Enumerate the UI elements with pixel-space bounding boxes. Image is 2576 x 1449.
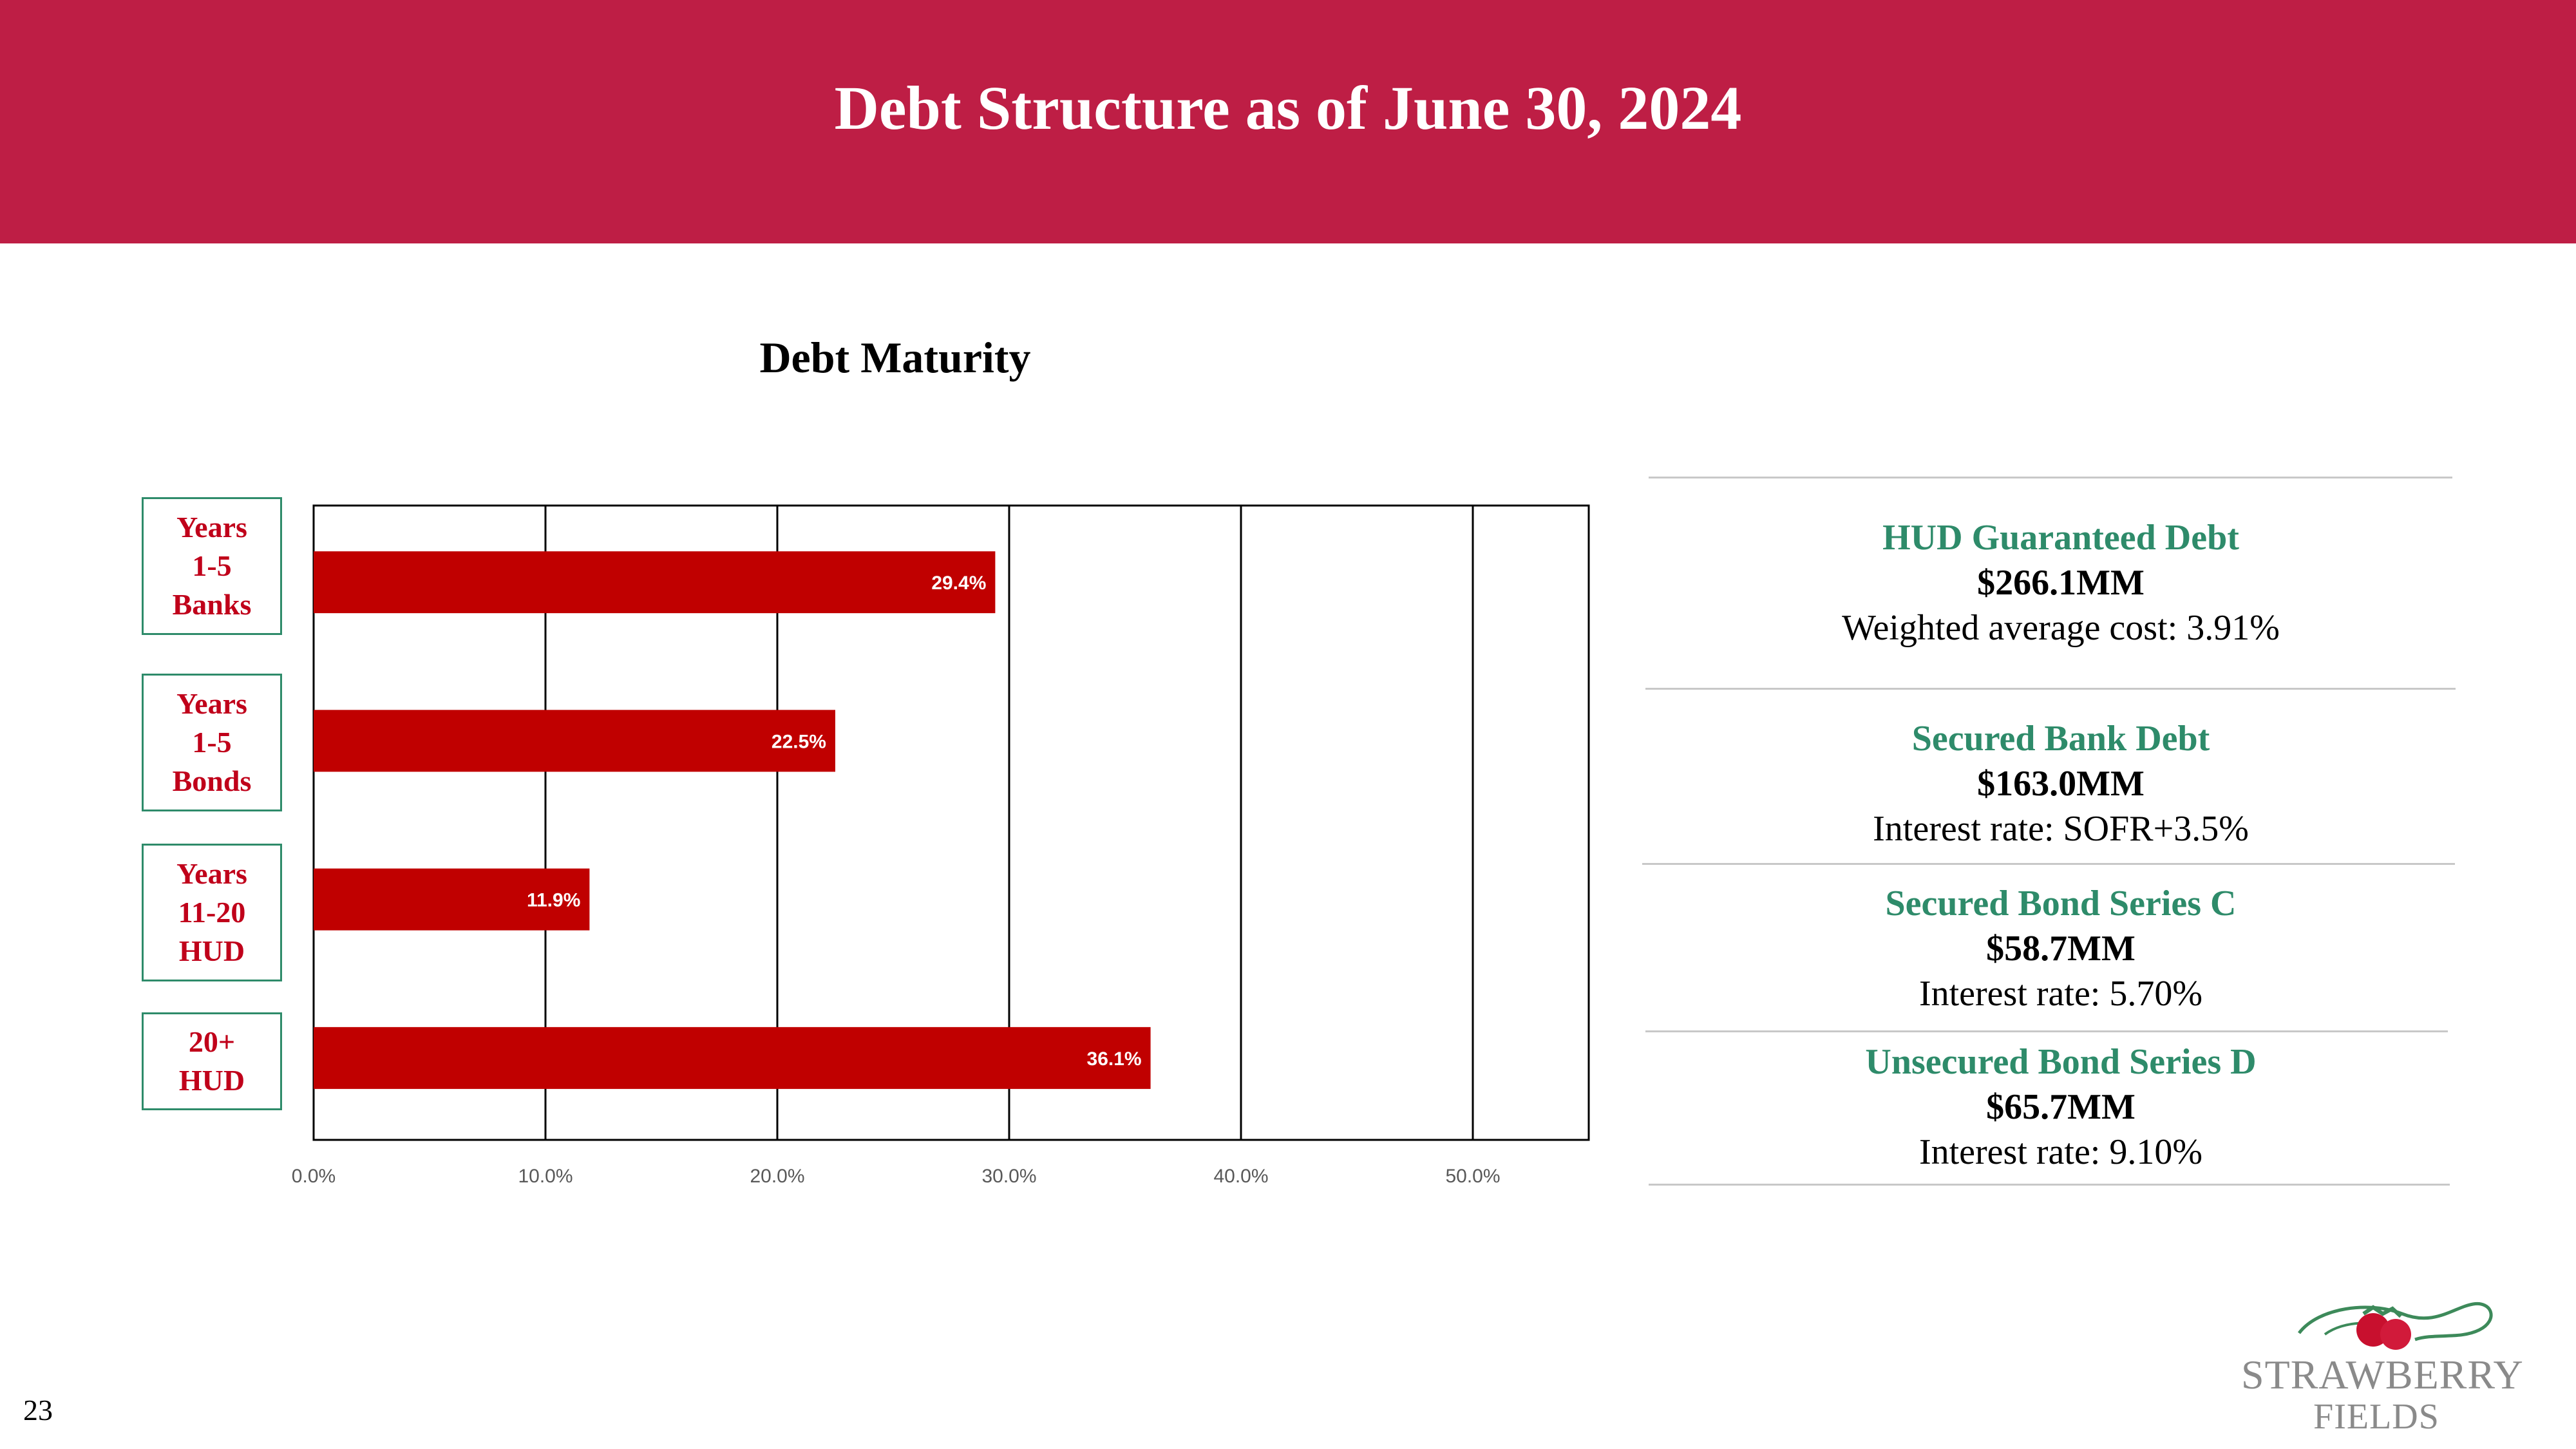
separator xyxy=(1649,1184,2450,1186)
page-title: Debt Structure as of June 30, 2024 xyxy=(834,73,1742,142)
chart-title: Debt Maturity xyxy=(759,333,1031,382)
info-hud-guaranteed-debt: HUD Guaranteed Debt $266.1MM Weighted av… xyxy=(1645,515,2476,650)
x-tick-label: 40.0% xyxy=(1213,1166,1268,1187)
bar-data-label: 11.9% xyxy=(527,890,580,911)
info-title: Secured Bond Series C xyxy=(1885,884,2237,923)
header-banner: Debt Structure as of June 30, 2024 xyxy=(0,0,2576,243)
logo-text-fields: FIELDS xyxy=(2313,1397,2439,1437)
separator xyxy=(1645,1030,2448,1032)
bar xyxy=(314,710,835,772)
bar xyxy=(314,868,590,931)
strawberry-fields-logo: STRAWBERRY FIELDS xyxy=(2241,1294,2524,1436)
info-amount: $266.1MM xyxy=(1977,563,2145,603)
strawberry-icon xyxy=(2298,1302,2493,1350)
category-label-years-1-5-bonds: Years 1-5 Bonds xyxy=(142,674,282,811)
info-title: Unsecured Bond Series D xyxy=(1865,1042,2257,1082)
category-label-20-plus-hud: 20+ HUD xyxy=(142,1012,282,1110)
bar-data-label: 29.4% xyxy=(931,573,986,594)
info-rate: Interest rate: SOFR+3.5% xyxy=(1873,809,2249,849)
info-amount: $65.7MM xyxy=(1986,1087,2136,1127)
logo-text-strawberry: STRAWBERRY xyxy=(2241,1352,2524,1397)
bar xyxy=(314,551,996,614)
info-secured-bank-debt: Secured Bank Debt $163.0MM Interest rate… xyxy=(1645,716,2476,851)
info-unsecured-bond-series-d: Unsecured Bond Series D $65.7MM Interest… xyxy=(1645,1039,2476,1175)
info-secured-bond-series-c: Secured Bond Series C $58.7MM Interest r… xyxy=(1645,881,2476,1016)
x-tick-label: 10.0% xyxy=(518,1166,573,1187)
bar-data-label: 22.5% xyxy=(772,731,826,752)
page-number: 23 xyxy=(23,1394,53,1426)
info-rate: Interest rate: 5.70% xyxy=(1918,974,2203,1014)
separator xyxy=(1645,688,2456,690)
separator xyxy=(1649,477,2452,478)
info-title: Secured Bank Debt xyxy=(1911,719,2210,759)
bar-data-label: 36.1% xyxy=(1087,1048,1142,1070)
category-label-years-1-5-banks: Years 1-5 Banks xyxy=(142,497,282,635)
x-tick-label: 50.0% xyxy=(1445,1166,1500,1187)
info-amount: $163.0MM xyxy=(1977,764,2145,804)
info-amount: $58.7MM xyxy=(1986,929,2136,969)
bar xyxy=(314,1027,1151,1089)
info-title: HUD Guaranteed Debt xyxy=(1882,518,2239,558)
x-tick-label: 20.0% xyxy=(750,1166,804,1187)
x-tick-label: 30.0% xyxy=(981,1166,1036,1187)
info-rate: Interest rate: 9.10% xyxy=(1918,1132,2203,1172)
category-label-years-11-20-hud: Years 11-20 HUD xyxy=(142,844,282,981)
x-tick-label: 0.0% xyxy=(292,1166,336,1187)
info-rate: Weighted average cost: 3.91% xyxy=(1842,608,2280,648)
separator xyxy=(1642,863,2455,865)
